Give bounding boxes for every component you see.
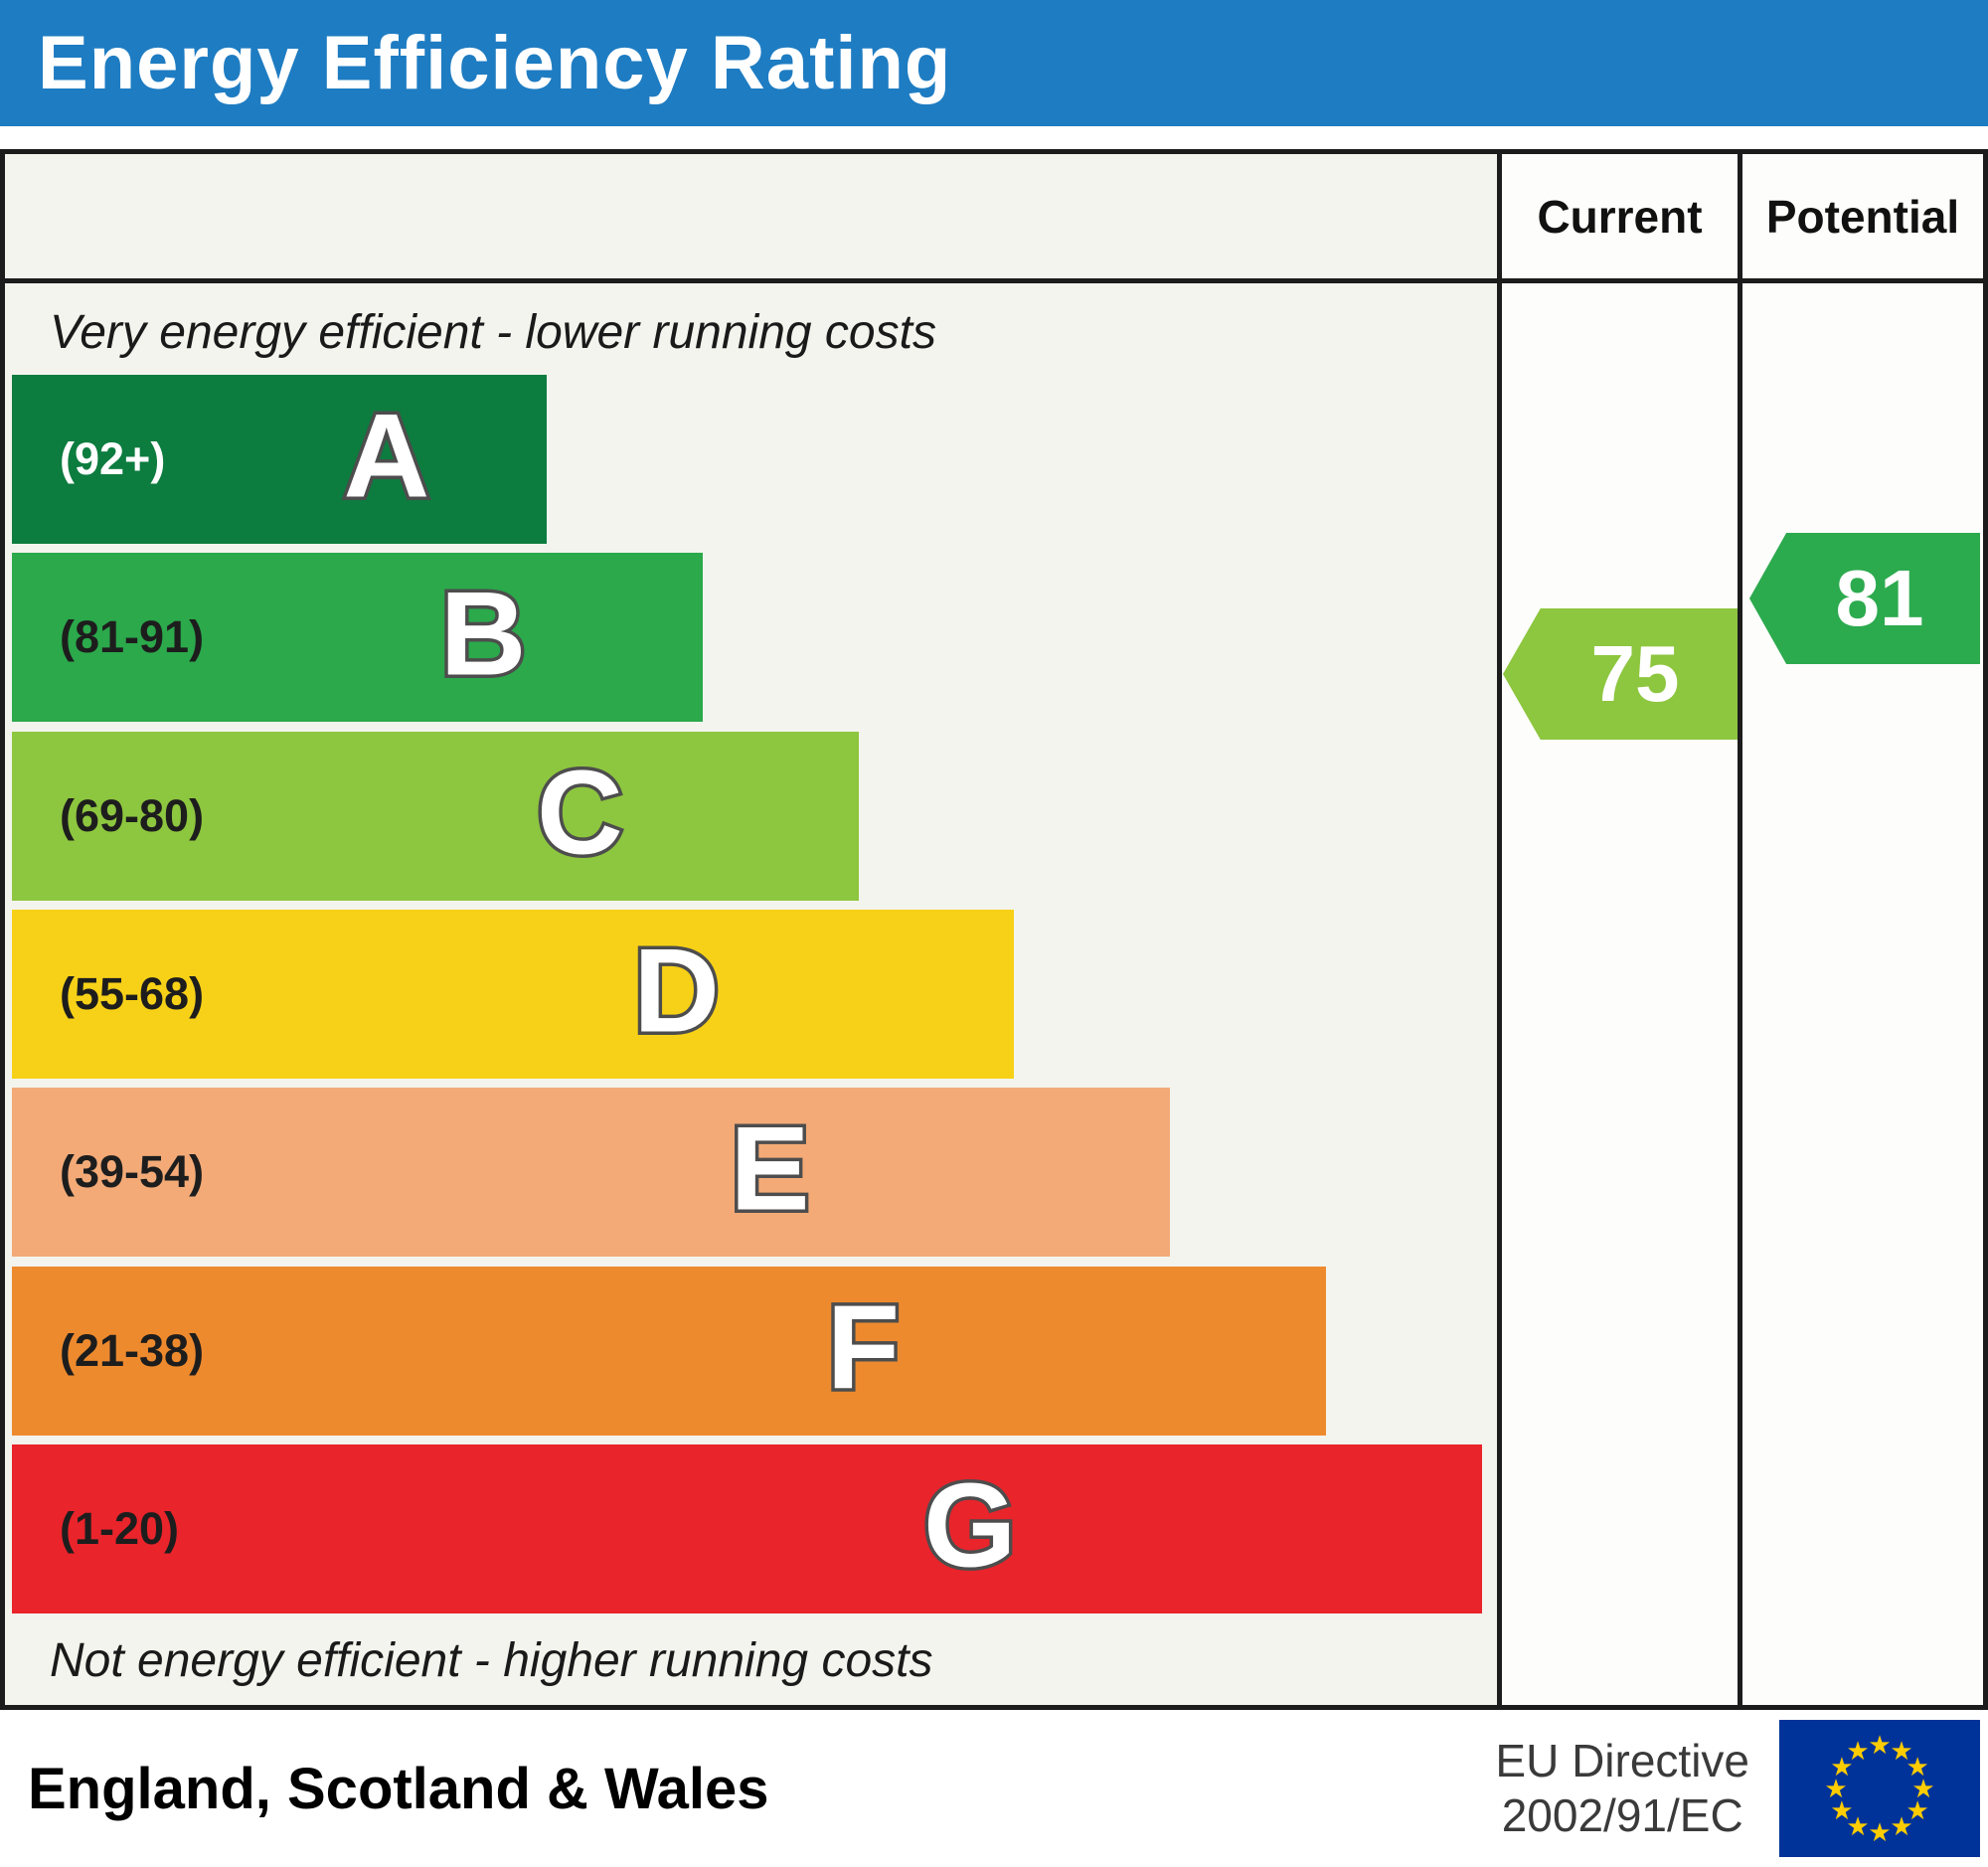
eu-flag-star-icon: ★ (1846, 1736, 1869, 1766)
band-row-b: (81-91) B (12, 553, 1497, 723)
column-header-current: Current (1502, 154, 1738, 283)
potential-column: Potential 81 (1742, 154, 1983, 1705)
band-row-c: (69-80) C (12, 731, 1497, 901)
current-column-body: 75 (1502, 283, 1738, 1705)
eu-flag-star-icon: ★ (1846, 1811, 1869, 1841)
bands-column: Very energy efficient - lower running co… (5, 154, 1502, 1705)
band-bar-a: (92+) A (12, 375, 547, 544)
eu-flag-wrap: ★ ★ ★ ★ ★ ★ ★ ★ ★ ★ ★ ★ (1779, 1720, 1980, 1857)
eu-flag-star-icon: ★ (1905, 1752, 1928, 1782)
band-range-label: (39-54) (60, 1146, 205, 1198)
band-row-a: (92+) A (12, 375, 1497, 544)
band-letter: C (533, 746, 626, 880)
eu-flag-field (1779, 1720, 1980, 1857)
band-bar-b: (81-91) B (12, 553, 703, 723)
band-bar-c: (69-80) C (12, 731, 859, 901)
potential-rating-arrow: 81 (1749, 533, 1980, 664)
band-bar-f: (21-38) F (12, 1266, 1327, 1436)
eu-directive-line2: 2002/91/EC (1501, 1789, 1743, 1841)
band-letter: B (436, 567, 530, 701)
bottom-note: Not energy efficient - higher running co… (50, 1633, 933, 1687)
band-bar-e: (39-54) E (12, 1088, 1171, 1258)
potential-column-body: 81 (1742, 283, 1983, 1705)
band-range-label: (55-68) (60, 967, 205, 1019)
eu-flag-star-icon: ★ (1911, 1774, 1934, 1803)
band-row-e: (39-54) E (12, 1088, 1497, 1258)
bands-list: (92+) A (81-91) B (69-80) C (5, 371, 1497, 1615)
band-row-g: (1-20) G (12, 1443, 1497, 1613)
top-note: Very energy efficient - lower running co… (50, 305, 936, 359)
eu-directive-label: EU Directive 2002/91/EC (1495, 1734, 1749, 1843)
bands-column-body: Very energy efficient - lower running co… (5, 283, 1497, 1705)
band-range-label: (1-20) (60, 1502, 180, 1554)
eu-flag-icon: ★★★★★★★★★★★★ (1779, 1720, 1980, 1857)
band-letter: D (630, 924, 724, 1058)
eu-flag-star-icon: ★ (1830, 1752, 1853, 1782)
footer-region-label: England, Scotland & Wales (28, 1756, 769, 1821)
eu-directive-line1: EU Directive (1495, 1734, 1749, 1786)
eu-flag-star-icon: ★ (1905, 1795, 1928, 1825)
page-title: Energy Efficiency Rating (0, 0, 1988, 126)
eu-flag-star-icon: ★ (1868, 1817, 1891, 1847)
current-rating-arrow: 75 (1503, 608, 1738, 740)
band-row-d: (55-68) D (12, 909, 1497, 1079)
band-letter: A (340, 389, 433, 523)
eu-flag-star-icon: ★ (1824, 1774, 1847, 1803)
eu-flag-star-icon: ★ (1830, 1795, 1853, 1825)
band-range-label: (92+) (60, 433, 166, 484)
current-column: Current 75 (1502, 154, 1742, 1705)
band-letter: E (727, 1102, 813, 1236)
band-bar-d: (55-68) D (12, 909, 1015, 1079)
eu-flag-star-icon: ★ (1890, 1736, 1912, 1766)
band-range-label: (81-91) (60, 611, 205, 663)
band-bar-g: (1-20) G (12, 1443, 1483, 1613)
rating-table: Very energy efficient - lower running co… (0, 149, 1988, 1710)
footer: England, Scotland & Wales EU Directive 2… (0, 1710, 1988, 1867)
band-letter: F (823, 1280, 903, 1415)
band-range-label: (21-38) (60, 1324, 205, 1376)
eu-flag-star-icon: ★ (1890, 1811, 1912, 1841)
band-row-f: (21-38) F (12, 1266, 1497, 1436)
band-range-label: (69-80) (60, 789, 205, 841)
bands-column-header (5, 154, 1497, 283)
band-letter: G (919, 1458, 1019, 1593)
eu-flag-star-icon: ★ (1868, 1730, 1891, 1760)
column-header-potential: Potential (1742, 154, 1983, 283)
